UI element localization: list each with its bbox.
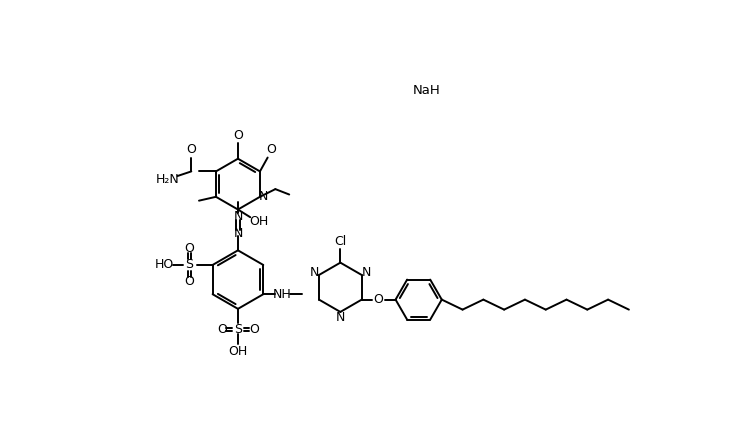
Text: O: O [184,242,195,255]
Text: O: O [217,323,227,336]
Text: N: N [233,210,243,223]
Text: HO: HO [154,258,174,271]
Text: O: O [374,293,383,306]
Text: O: O [187,143,196,156]
Text: O: O [266,143,276,156]
Text: N: N [336,311,345,324]
Text: S: S [234,323,242,336]
Text: H₂N: H₂N [156,173,179,186]
Text: O: O [249,323,259,336]
Text: N: N [362,266,371,279]
Text: N: N [309,266,319,279]
Text: S: S [186,258,193,271]
Text: N: N [233,227,243,240]
Text: NaH: NaH [413,84,440,97]
Text: N: N [259,191,268,203]
Text: OH: OH [228,345,248,358]
Text: Cl: Cl [334,236,347,248]
Text: OH: OH [249,215,268,229]
Text: O: O [184,274,195,288]
Text: O: O [233,129,243,142]
Text: NH: NH [273,288,292,301]
